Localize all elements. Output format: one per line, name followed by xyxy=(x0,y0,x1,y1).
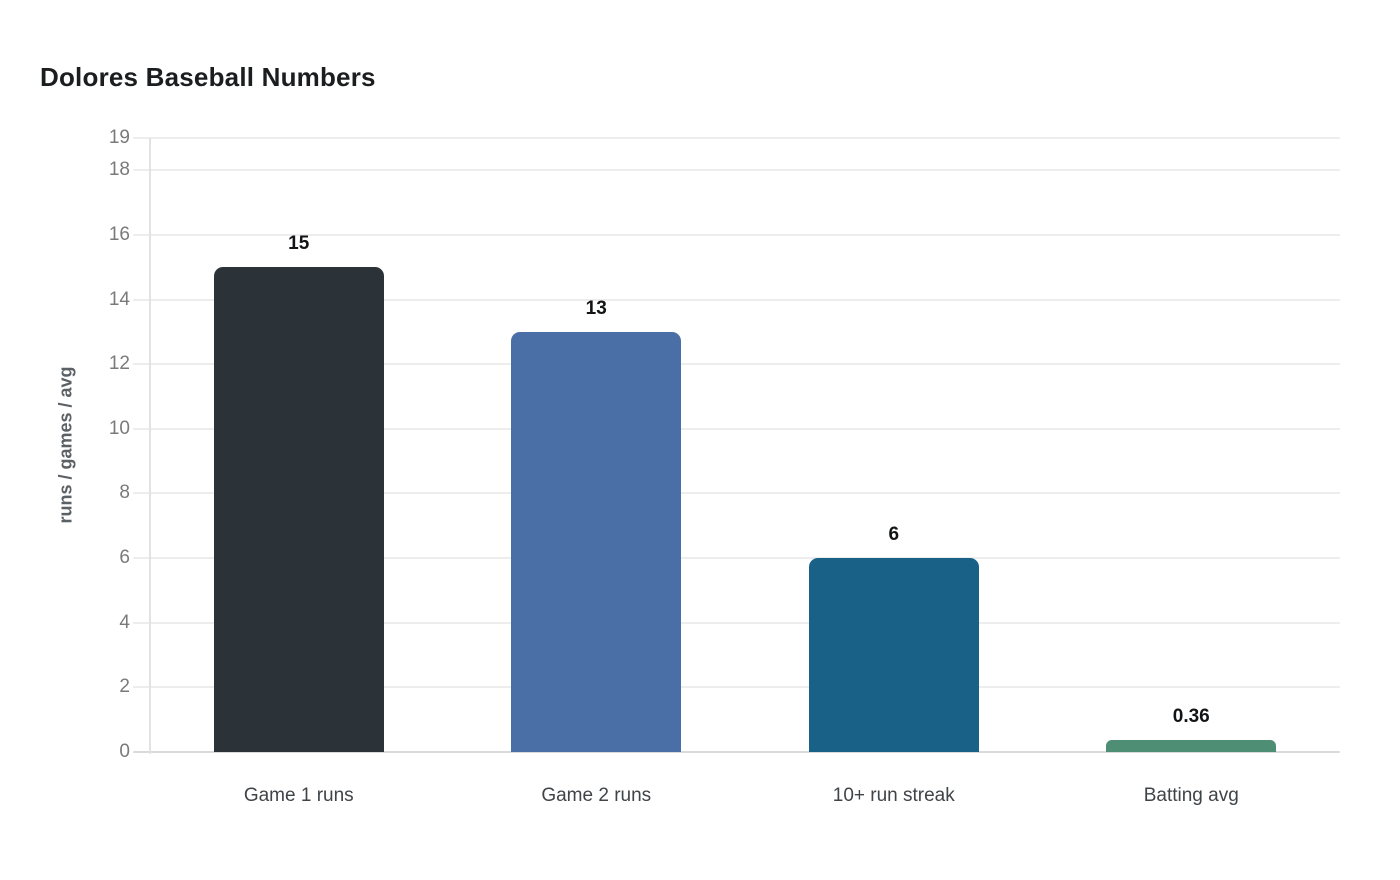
y-tick-label: 6 xyxy=(119,547,130,569)
x-axis-tick-label: Game 2 runs xyxy=(541,785,652,806)
gridline xyxy=(133,621,1340,624)
bar-value-label: 6 xyxy=(888,524,900,546)
gridline xyxy=(133,169,1340,172)
bar-game-1-runs xyxy=(213,267,384,752)
gridline xyxy=(133,557,1340,560)
y-tick-label: 2 xyxy=(119,676,130,698)
gridline xyxy=(133,492,1340,495)
bar-value-label: 0.36 xyxy=(1172,706,1210,728)
y-tick-label: 8 xyxy=(119,482,130,504)
x-axis-tick-label: Game 1 runs xyxy=(243,785,354,806)
bar-batting-avg xyxy=(1106,740,1277,752)
x-axis-tick-label: Batting avg xyxy=(1143,785,1239,806)
gridline xyxy=(133,686,1340,689)
y-tick-label: 4 xyxy=(119,611,130,633)
y-tick-label: 0 xyxy=(119,741,130,762)
gridline xyxy=(133,427,1340,430)
gridline xyxy=(133,137,1340,139)
chart-title: Dolores Baseball Numbers xyxy=(40,62,376,92)
gridline xyxy=(133,751,1340,753)
y-axis-line xyxy=(149,138,151,754)
gridline xyxy=(133,233,1340,236)
y-tick-label: 10 xyxy=(108,417,130,439)
y-tick-label: 18 xyxy=(108,159,130,181)
y-tick-label: 12 xyxy=(108,353,130,375)
y-tick-label: 16 xyxy=(108,223,130,245)
y-tick-label: 19 xyxy=(108,127,130,148)
y-tick-label: 14 xyxy=(108,288,130,310)
bar-10-run-streak xyxy=(808,558,979,752)
x-axis-tick-label: 10+ run streak xyxy=(832,785,955,806)
bar-game-2-runs xyxy=(511,331,682,752)
bar-value-label: 13 xyxy=(585,297,607,319)
bar-value-label: 15 xyxy=(288,233,310,255)
gridline xyxy=(133,363,1340,366)
gridline xyxy=(133,298,1340,301)
